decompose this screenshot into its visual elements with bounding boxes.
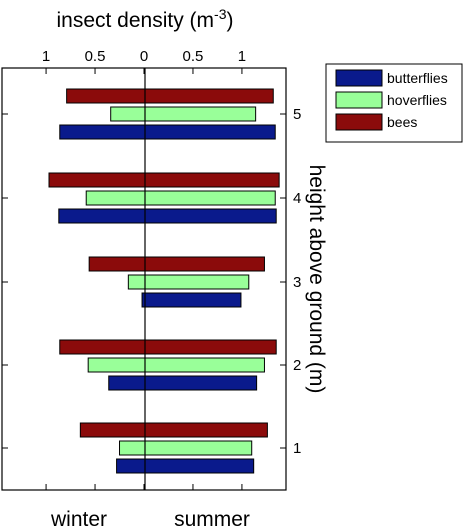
legend-swatch-bees [335,113,383,131]
x-tick-label: 1 [238,48,246,65]
bar-butterflies-height-5 [59,124,276,140]
bar-hoverflies-height-4 [85,190,276,206]
bar-bees-height-3 [88,256,265,272]
bar-bees-height-4 [48,172,280,188]
y-tick-label: 2 [293,357,301,374]
legend-label-bees: bees [387,114,417,130]
bars-group [48,88,280,474]
y-tick-label: 4 [293,190,301,207]
x-tick-label: 0.5 [183,48,204,65]
bar-butterflies-height-4 [58,208,277,224]
x-ticks-group: 1 0.5 0 0.5 1 [42,48,246,490]
bar-butterflies-height-2 [108,375,258,391]
title-exponent: -3 [214,6,227,22]
chart-title: insect density (m-3) [56,6,233,32]
legend-swatch-hoverflies [335,91,383,109]
winter-label: winter [50,508,107,530]
bar-hoverflies-height-2 [87,357,265,373]
legend-swatch-butterflies [335,69,383,87]
y-tick-label: 5 [293,106,301,123]
bar-bees-height-2 [59,339,277,355]
y-ticks-group: 1 2 3 4 5 [2,106,301,457]
x-tick-label: 0 [140,48,148,65]
bar-bees-height-5 [66,88,274,104]
bar-hoverflies-height-5 [110,106,257,122]
y-axis-label: height above ground (m) [305,165,328,394]
x-tick-label: 1 [42,48,50,65]
summer-label: summer [174,508,250,530]
legend-label-butterflies: butterflies [387,70,448,86]
title-close: ) [227,9,234,32]
bar-bees-height-1 [79,422,268,438]
y-tick-label: 1 [293,440,301,457]
x-tick-label: 0.5 [85,48,106,65]
bar-butterflies-height-3 [141,292,242,308]
legend-label-hoverflies: hoverflies [387,92,447,108]
bar-butterflies-height-1 [116,458,255,474]
bar-hoverflies-height-3 [127,274,250,290]
bar-hoverflies-height-1 [119,440,253,456]
legend-items: butterflies hoverflies bees [335,69,448,131]
title-main: insect density (m [56,9,214,32]
legend: butterflies hoverflies bees [325,63,463,143]
y-tick-label: 3 [293,274,301,291]
